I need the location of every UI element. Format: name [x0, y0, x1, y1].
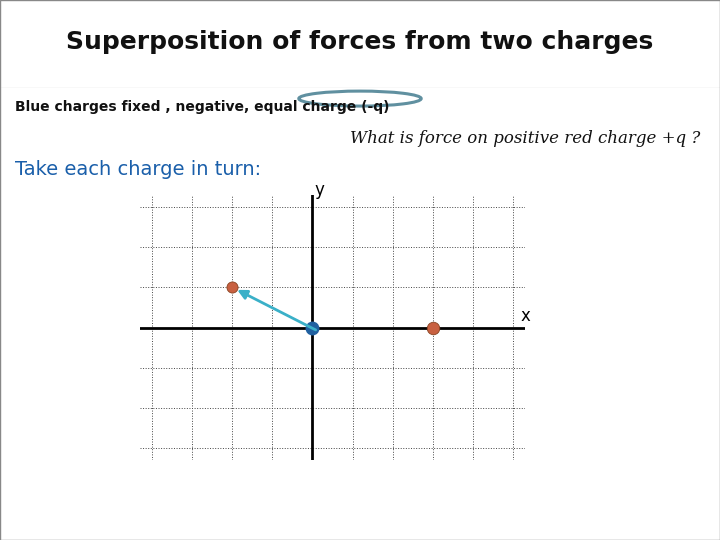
Text: x: x: [521, 307, 531, 326]
Text: Blue charges fixed , negative, equal charge (-q): Blue charges fixed , negative, equal cha…: [15, 100, 390, 114]
Text: What is force on positive red charge +q ?: What is force on positive red charge +q …: [350, 130, 700, 147]
Text: y: y: [315, 181, 324, 199]
Text: Take each charge in turn:: Take each charge in turn:: [15, 160, 261, 179]
Text: Superposition of forces from two charges: Superposition of forces from two charges: [66, 30, 654, 54]
